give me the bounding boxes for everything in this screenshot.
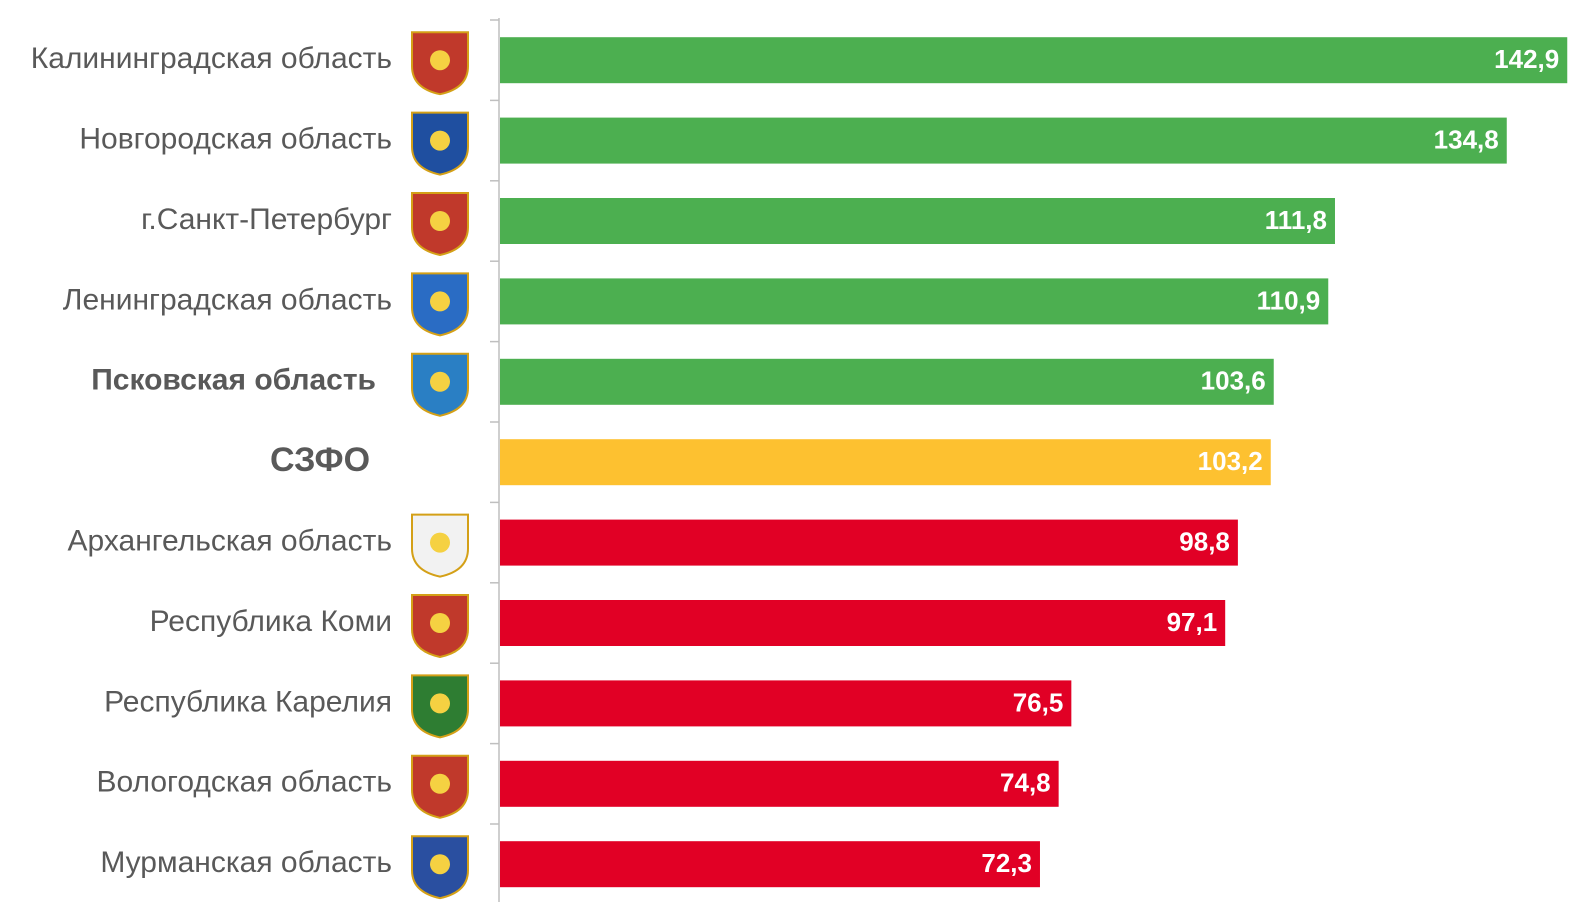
- bar: [500, 841, 1040, 888]
- category-label: Новгородская область: [79, 123, 392, 156]
- bar: [500, 600, 1226, 646]
- bar: [500, 358, 1274, 405]
- value-label: 74,8: [1000, 768, 1051, 798]
- category-label: Псковская область: [91, 364, 376, 397]
- category-label: Республика Коми: [150, 605, 392, 638]
- coat-of-arms-detail: [430, 291, 450, 312]
- value-label: 76,5: [1013, 687, 1064, 717]
- value-label: 97,1: [1167, 607, 1218, 637]
- coat-of-arms-detail: [430, 693, 450, 714]
- value-label: 111,8: [1265, 205, 1327, 235]
- category-label: Вологодская область: [96, 766, 392, 799]
- value-label: 72,3: [981, 848, 1032, 878]
- coat-of-arms-detail: [430, 532, 450, 553]
- coat-of-arms-detail: [430, 371, 450, 392]
- bar: [500, 37, 1568, 84]
- category-label: Ленинградская область: [63, 283, 392, 316]
- category-label: Мурманская область: [100, 846, 392, 879]
- category-label: Республика Карелия: [104, 685, 392, 718]
- value-label: 142,9: [1494, 44, 1559, 74]
- coat-of-arms-detail: [430, 773, 450, 794]
- bar: [500, 439, 1271, 486]
- bar: [500, 198, 1335, 244]
- category-label: СЗФО: [270, 441, 370, 479]
- bar: [500, 278, 1329, 325]
- value-label: 103,2: [1198, 446, 1263, 476]
- coat-of-arms-detail: [430, 854, 450, 875]
- coat-of-arms-detail: [430, 613, 450, 633]
- bar: [500, 519, 1238, 566]
- category-label: Архангельская область: [67, 525, 392, 558]
- value-label: 103,6: [1201, 366, 1266, 396]
- coat-of-arms-detail: [430, 211, 450, 231]
- bar: [500, 680, 1072, 727]
- category-label: Калининградская область: [31, 42, 392, 75]
- value-label: 110,9: [1257, 285, 1321, 315]
- coat-of-arms-detail: [430, 50, 450, 71]
- bar: [500, 117, 1507, 164]
- coat-of-arms-detail: [430, 130, 450, 151]
- value-label: 134,8: [1434, 124, 1499, 154]
- category-label: г.Санкт-Петербург: [141, 203, 392, 236]
- value-label: 98,8: [1179, 526, 1230, 556]
- bar: [500, 760, 1059, 807]
